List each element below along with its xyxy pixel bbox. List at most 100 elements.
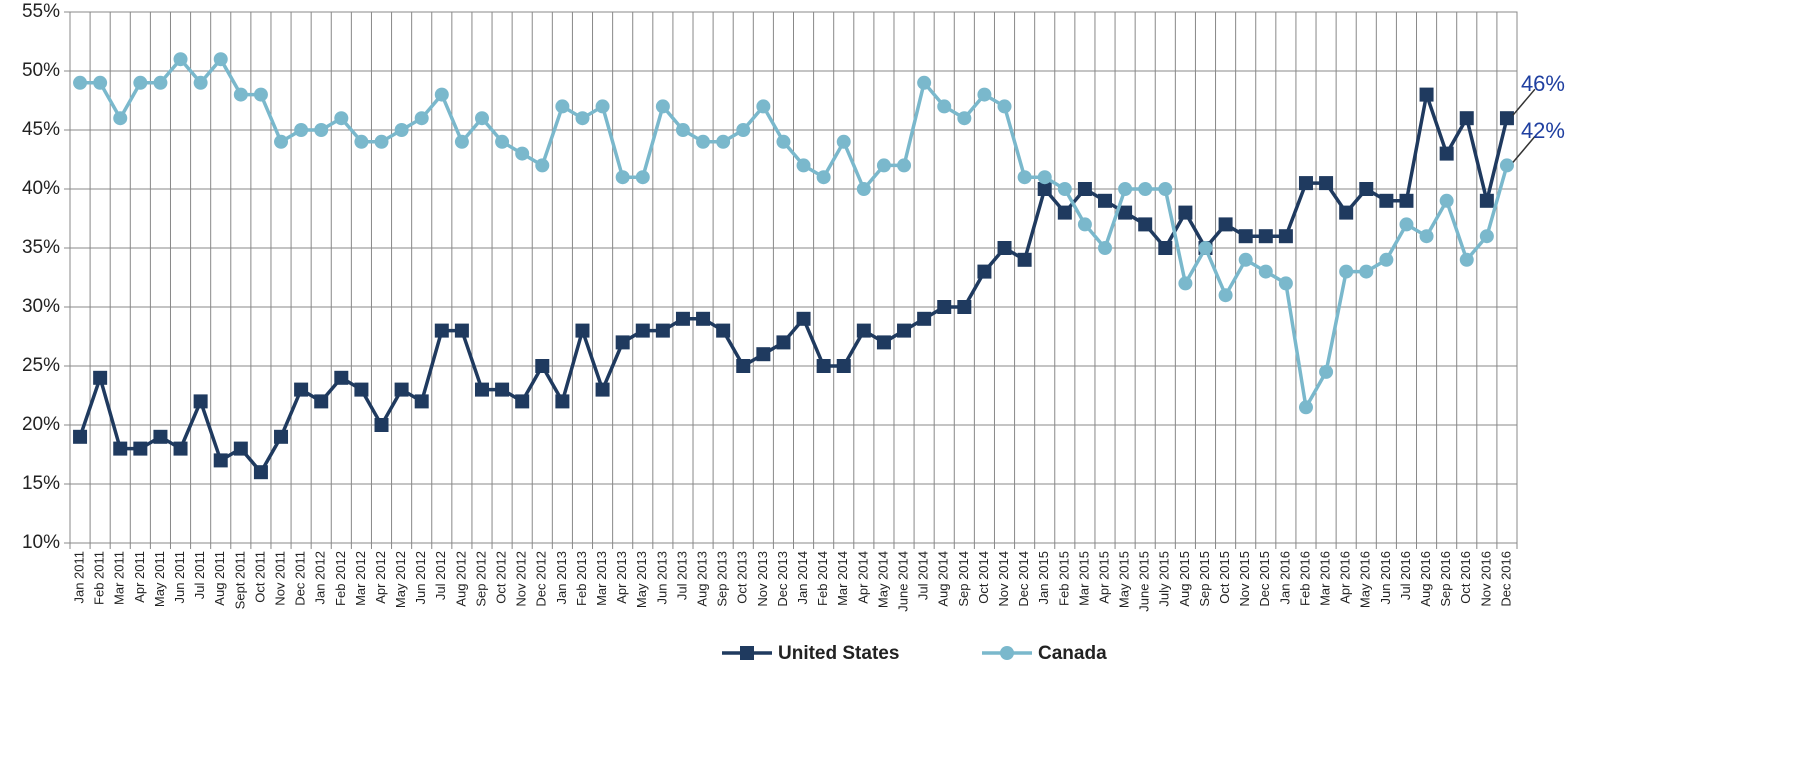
marker bbox=[274, 429, 289, 444]
marker bbox=[515, 146, 530, 161]
x-tick-label: Jul 2013 bbox=[674, 551, 689, 600]
x-tick-label: Oct 2014 bbox=[976, 551, 991, 604]
marker bbox=[434, 323, 449, 338]
marker bbox=[515, 394, 530, 409]
x-tick-label: Aug 2013 bbox=[695, 551, 710, 607]
value-label: 46% bbox=[1521, 71, 1565, 96]
marker bbox=[595, 99, 610, 114]
marker bbox=[1138, 217, 1153, 232]
marker bbox=[93, 370, 108, 385]
marker bbox=[1339, 205, 1354, 220]
marker bbox=[193, 394, 208, 409]
marker bbox=[1278, 276, 1293, 291]
marker bbox=[274, 134, 289, 149]
marker bbox=[977, 87, 992, 102]
marker bbox=[1499, 111, 1514, 126]
x-tick-label: Jul 2012 bbox=[433, 551, 448, 600]
x-tick-label: Jun 2016 bbox=[1378, 551, 1393, 605]
x-tick-label: Jan 2015 bbox=[1036, 551, 1051, 605]
x-tick-label: Oct 2012 bbox=[494, 551, 509, 604]
marker bbox=[595, 382, 610, 397]
x-tick-label: Aug 2012 bbox=[453, 551, 468, 607]
marker bbox=[474, 111, 489, 126]
value-label: 42% bbox=[1521, 118, 1565, 143]
marker bbox=[1339, 264, 1354, 279]
x-tick-label: Sep 2016 bbox=[1438, 551, 1453, 607]
marker bbox=[816, 359, 831, 373]
marker bbox=[233, 87, 248, 102]
marker bbox=[575, 323, 590, 338]
x-tick-label: Nov 2012 bbox=[514, 551, 529, 607]
marker bbox=[1319, 176, 1334, 191]
x-tick-label: Mar 2016 bbox=[1318, 551, 1333, 606]
marker bbox=[454, 323, 469, 338]
marker bbox=[1118, 182, 1133, 196]
marker bbox=[1419, 229, 1434, 244]
marker bbox=[294, 382, 309, 397]
marker bbox=[655, 323, 670, 338]
marker bbox=[615, 170, 630, 185]
x-tick-label: Jan 2016 bbox=[1277, 551, 1292, 605]
marker bbox=[133, 441, 148, 456]
marker bbox=[796, 158, 811, 173]
x-tick-label: Dec 2012 bbox=[534, 551, 549, 607]
x-tick-label: Jul 2016 bbox=[1398, 551, 1413, 600]
x-tick-label: Mar 2015 bbox=[1076, 551, 1091, 606]
marker bbox=[1459, 252, 1474, 267]
marker bbox=[635, 323, 650, 338]
y-tick-label: 50% bbox=[22, 60, 60, 81]
legend-label: United States bbox=[778, 643, 899, 664]
marker bbox=[1298, 176, 1313, 191]
marker bbox=[1138, 182, 1153, 196]
marker bbox=[736, 359, 751, 373]
marker bbox=[876, 335, 891, 350]
x-tick-label: Mar 2014 bbox=[835, 551, 850, 606]
marker bbox=[193, 75, 208, 90]
x-tick-label: Mar 2013 bbox=[594, 551, 609, 606]
marker bbox=[675, 311, 690, 326]
marker bbox=[917, 311, 932, 326]
marker bbox=[696, 134, 711, 149]
x-tick-label: May 2015 bbox=[1117, 551, 1132, 608]
marker bbox=[897, 158, 912, 173]
marker bbox=[1057, 182, 1072, 196]
x-tick-label: Apr 2012 bbox=[373, 551, 388, 604]
marker bbox=[1359, 182, 1374, 196]
x-tick-label: Jan 2014 bbox=[795, 551, 810, 605]
marker bbox=[836, 134, 851, 149]
x-tick-label: May 2011 bbox=[152, 551, 167, 607]
x-tick-label: Aug 2011 bbox=[212, 551, 227, 606]
marker bbox=[1158, 182, 1173, 196]
legend-label: Canada bbox=[1038, 643, 1107, 664]
y-tick-label: 15% bbox=[22, 473, 60, 494]
legend-marker bbox=[1000, 646, 1014, 660]
marker bbox=[414, 111, 429, 126]
marker bbox=[314, 394, 329, 409]
x-tick-label: Sept 2011 bbox=[232, 551, 247, 609]
x-tick-label: Mar 2012 bbox=[353, 551, 368, 606]
marker bbox=[434, 87, 449, 102]
marker bbox=[535, 359, 550, 373]
marker bbox=[1379, 193, 1394, 208]
marker bbox=[876, 158, 891, 173]
x-tick-label: Nov 2016 bbox=[1478, 551, 1493, 607]
marker bbox=[555, 394, 570, 409]
marker bbox=[133, 75, 148, 90]
x-tick-label: Oct 2013 bbox=[735, 551, 750, 604]
marker bbox=[957, 300, 972, 314]
x-tick-label: May 2014 bbox=[875, 551, 890, 608]
marker bbox=[1077, 217, 1092, 232]
marker bbox=[233, 441, 248, 456]
marker bbox=[1037, 170, 1052, 185]
marker bbox=[153, 75, 168, 90]
marker bbox=[495, 382, 510, 397]
marker bbox=[635, 170, 650, 185]
leader-line bbox=[1512, 135, 1536, 163]
x-tick-label: Dec 2014 bbox=[1016, 551, 1031, 607]
marker bbox=[113, 111, 128, 126]
x-tick-label: Jan 2013 bbox=[554, 551, 569, 605]
marker bbox=[1017, 170, 1032, 185]
marker bbox=[374, 418, 389, 432]
y-tick-label: 20% bbox=[22, 414, 60, 435]
marker bbox=[836, 359, 851, 373]
